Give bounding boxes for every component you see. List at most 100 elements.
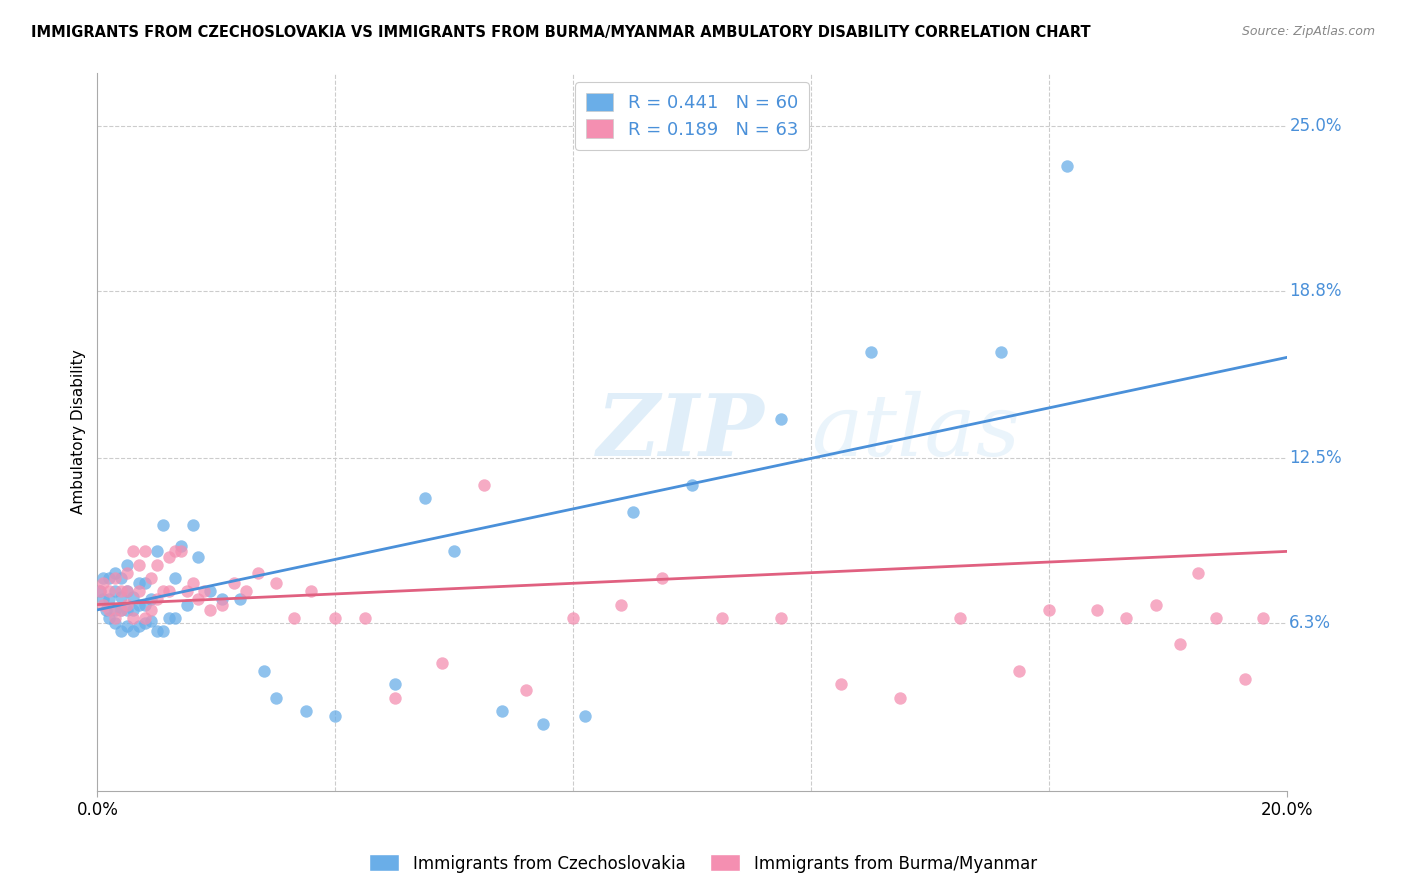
Point: [354, 611, 377, 625]
Point: [181, 517, 204, 532]
Point: [224, 576, 246, 591]
Point: [1187, 566, 1209, 580]
Point: [96, 603, 118, 617]
Point: [139, 571, 162, 585]
Point: [122, 544, 145, 558]
Point: [152, 624, 174, 639]
Point: [110, 603, 132, 617]
Point: [104, 611, 127, 625]
Point: [134, 544, 156, 558]
Point: [104, 566, 127, 580]
Point: [115, 598, 138, 612]
Point: [200, 603, 222, 617]
Point: [211, 598, 233, 612]
Point: [610, 598, 633, 612]
Point: [187, 592, 209, 607]
Point: [104, 616, 127, 631]
Point: [294, 704, 316, 718]
Point: [115, 603, 138, 617]
Point: [139, 603, 162, 617]
Point: [384, 690, 406, 705]
Point: [134, 616, 156, 631]
Point: [491, 704, 513, 718]
Point: [152, 517, 174, 532]
Point: [134, 611, 156, 625]
Text: 25.0%: 25.0%: [1289, 117, 1341, 135]
Point: [990, 345, 1012, 359]
Point: [110, 571, 132, 585]
Point: [200, 584, 222, 599]
Point: [128, 619, 150, 633]
Point: [323, 611, 346, 625]
Point: [1008, 664, 1031, 678]
Point: [146, 558, 169, 572]
Point: [176, 598, 198, 612]
Point: [301, 584, 323, 599]
Point: [323, 709, 346, 723]
Point: [139, 592, 162, 607]
Point: [1144, 598, 1167, 612]
Point: [115, 558, 138, 572]
Point: [515, 682, 537, 697]
Point: [163, 611, 186, 625]
Point: [1168, 637, 1191, 651]
Point: [169, 539, 191, 553]
Point: [193, 584, 215, 599]
Point: [432, 656, 454, 670]
Point: [889, 690, 911, 705]
Point: [163, 571, 186, 585]
Point: [122, 611, 145, 625]
Point: [98, 611, 121, 625]
Text: atlas: atlas: [811, 391, 1021, 473]
Point: [1234, 672, 1257, 686]
Point: [98, 603, 121, 617]
Point: [681, 478, 703, 492]
Point: [91, 592, 114, 607]
Point: [98, 592, 121, 607]
Text: 6.3%: 6.3%: [1289, 615, 1331, 632]
Point: [770, 411, 793, 425]
Point: [139, 614, 162, 628]
Point: [562, 611, 585, 625]
Point: [253, 664, 276, 678]
Point: [115, 619, 138, 633]
Point: [128, 558, 150, 572]
Point: [115, 566, 138, 580]
Text: 18.8%: 18.8%: [1289, 282, 1341, 300]
Point: [235, 584, 257, 599]
Point: [264, 690, 287, 705]
Legend: Immigrants from Czechoslovakia, Immigrants from Burma/Myanmar: Immigrants from Czechoslovakia, Immigran…: [363, 847, 1043, 880]
Point: [710, 611, 733, 625]
Point: [384, 677, 406, 691]
Point: [91, 571, 114, 585]
Point: [91, 598, 114, 612]
Point: [98, 584, 121, 599]
Point: [89, 584, 111, 599]
Point: [1205, 611, 1227, 625]
Point: [176, 584, 198, 599]
Point: [122, 603, 145, 617]
Point: [157, 549, 180, 564]
Text: Source: ZipAtlas.com: Source: ZipAtlas.com: [1241, 25, 1375, 38]
Text: 12.5%: 12.5%: [1289, 450, 1341, 467]
Point: [110, 584, 132, 599]
Point: [91, 576, 114, 591]
Point: [134, 576, 156, 591]
Point: [146, 544, 169, 558]
Point: [169, 544, 191, 558]
Point: [110, 624, 132, 639]
Point: [115, 584, 138, 599]
Point: [104, 584, 127, 599]
Point: [146, 624, 169, 639]
Text: ZIP: ZIP: [598, 390, 765, 474]
Y-axis label: Ambulatory Disability: Ambulatory Disability: [72, 350, 86, 514]
Point: [122, 624, 145, 639]
Point: [283, 611, 305, 625]
Point: [128, 598, 150, 612]
Point: [110, 590, 132, 604]
Point: [98, 571, 121, 585]
Point: [134, 598, 156, 612]
Point: [128, 584, 150, 599]
Text: IMMIGRANTS FROM CZECHOSLOVAKIA VS IMMIGRANTS FROM BURMA/MYANMAR AMBULATORY DISAB: IMMIGRANTS FROM CZECHOSLOVAKIA VS IMMIGR…: [31, 25, 1091, 40]
Point: [181, 576, 204, 591]
